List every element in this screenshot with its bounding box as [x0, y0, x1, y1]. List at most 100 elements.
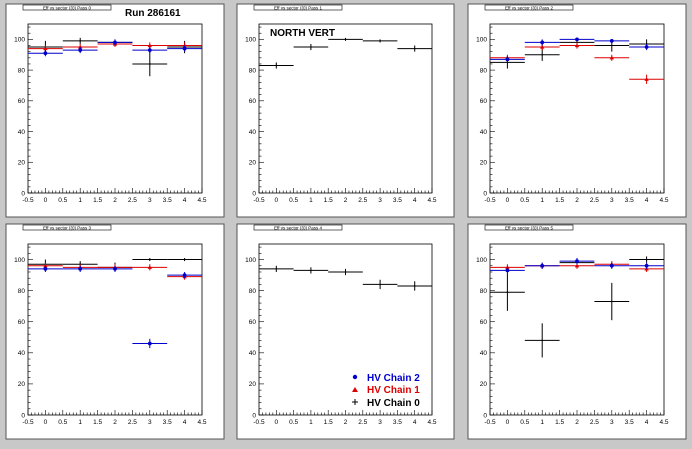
data-point [505, 268, 510, 273]
data-point [611, 44, 613, 47]
data-point [275, 268, 278, 270]
data-point [147, 341, 152, 346]
data-point [113, 266, 117, 271]
data-point [505, 57, 510, 62]
y-tick-label: 20 [480, 381, 488, 388]
legend-marker-circle [352, 374, 358, 380]
y-tick-label: 20 [249, 160, 257, 167]
x-tick-label: 0.5 [289, 197, 298, 204]
data-point [575, 259, 579, 263]
plot-frame [489, 243, 665, 416]
panel-title: Eff vs sector ((0) Pass 5 [505, 226, 553, 231]
x-tick-label: 1 [309, 197, 313, 204]
y-tick-label: 40 [18, 129, 26, 136]
x-tick-label: 2 [344, 419, 348, 426]
x-tick-label: 2 [575, 419, 579, 426]
y-tick-label: 80 [18, 67, 26, 74]
x-tick-label: 2.5 [128, 419, 137, 426]
x-tick-label: -0.5 [253, 197, 265, 204]
y-tick-label: 100 [245, 257, 256, 264]
chart-panel: Eff vs sector ((0) Pass 1-0.5 0 0.5 1 1.5 2 2.… [236, 3, 455, 218]
plot-frame [489, 23, 665, 194]
x-tick-label: 4 [183, 419, 187, 426]
y-tick-label: 80 [18, 288, 26, 295]
data-point [78, 48, 83, 53]
x-tick-label: 2 [344, 197, 348, 204]
x-tick-label: 1 [78, 419, 82, 426]
y-tick-label: 0 [21, 190, 25, 197]
chart-panel: Eff vs sector ((0) Pass 2-0.5 0 0.5 1 1.5 2 2.… [467, 3, 687, 218]
data-point [147, 265, 152, 269]
y-tick-label: 60 [18, 98, 26, 105]
data-point [147, 48, 152, 53]
y-tick-label: 20 [18, 160, 26, 167]
x-tick-label: 3.5 [393, 197, 402, 204]
title-box [484, 224, 574, 231]
legend-label: HV Chain 2 [367, 373, 420, 384]
x-tick-label: 0 [44, 419, 48, 426]
x-tick-label: -0.5 [22, 197, 34, 204]
x-tick-label: -0.5 [22, 419, 34, 426]
data-point [43, 46, 48, 51]
x-tick-label: 0 [274, 419, 278, 426]
x-tick-label: 3.5 [625, 197, 634, 204]
x-tick-label: 3 [610, 197, 614, 204]
x-tick-label: 4.5 [197, 197, 206, 204]
x-tick-label: 0 [44, 197, 48, 204]
x-tick-label: 1 [540, 197, 544, 204]
legend-label: HV Chain 1 [367, 385, 420, 396]
data-point [183, 258, 186, 261]
panel-title: Eff vs sector ((0) Pass 2 [505, 6, 553, 11]
legend-marker-plus [352, 399, 358, 405]
x-tick-label: 0.5 [520, 419, 529, 426]
plot-frame [27, 243, 203, 416]
x-tick-label: 4 [645, 197, 649, 204]
x-tick-label: 1.5 [555, 419, 564, 426]
x-tick-label: 1 [309, 419, 313, 426]
data-point [645, 258, 648, 261]
x-tick-label: 4.5 [427, 419, 436, 426]
data-point [310, 269, 312, 272]
y-tick-label: 20 [480, 160, 488, 167]
panel-title: Eff vs sector ((0) Pass 4 [274, 226, 322, 231]
x-tick-label: 2.5 [358, 197, 367, 204]
x-tick-label: 1.5 [555, 197, 564, 204]
data-point [78, 45, 83, 49]
x-tick-label: 3 [378, 419, 382, 426]
data-series [490, 37, 664, 63]
data-point [609, 263, 614, 268]
x-tick-label: 0.5 [289, 419, 298, 426]
data-point [644, 263, 649, 268]
y-tick-label: 60 [480, 319, 488, 326]
data-point [540, 263, 545, 268]
data-point [611, 300, 613, 303]
y-tick-label: 0 [252, 190, 256, 197]
y-tick-label: 40 [480, 350, 488, 357]
plot-frame [27, 23, 203, 194]
data-point [413, 285, 416, 287]
panel-title: Eff vs sector ((0) Pass 0 [43, 6, 91, 11]
data-point [540, 40, 545, 45]
title-box [484, 4, 574, 11]
x-tick-label: 0 [506, 419, 510, 426]
x-tick-label: 1 [78, 197, 82, 204]
data-point [78, 266, 83, 271]
data-point [609, 39, 614, 43]
x-tick-label: 4.5 [659, 419, 668, 426]
x-tick-label: 4.5 [427, 197, 436, 204]
x-tick-label: 3 [610, 419, 614, 426]
y-tick-label: 60 [480, 98, 488, 105]
data-point [644, 45, 649, 49]
x-tick-label: 2.5 [358, 419, 367, 426]
chart-panel: Eff vs sector ((0) Pass 4-0.5 0 0.5 1 1.5 2 2.… [236, 223, 455, 440]
y-tick-label: 20 [18, 381, 26, 388]
legend-marker-triangle [352, 387, 358, 392]
data-point [344, 271, 347, 273]
data-series [28, 39, 202, 57]
data-point [506, 291, 509, 293]
data-point [113, 40, 117, 45]
title-box [22, 224, 112, 231]
x-tick-label: 0.5 [58, 197, 67, 204]
chart-panel: Eff vs sector ((0) Pass 3-0.5 0 0.5 1 1.5 2 2.… [5, 223, 225, 440]
plot-frame [258, 23, 433, 194]
